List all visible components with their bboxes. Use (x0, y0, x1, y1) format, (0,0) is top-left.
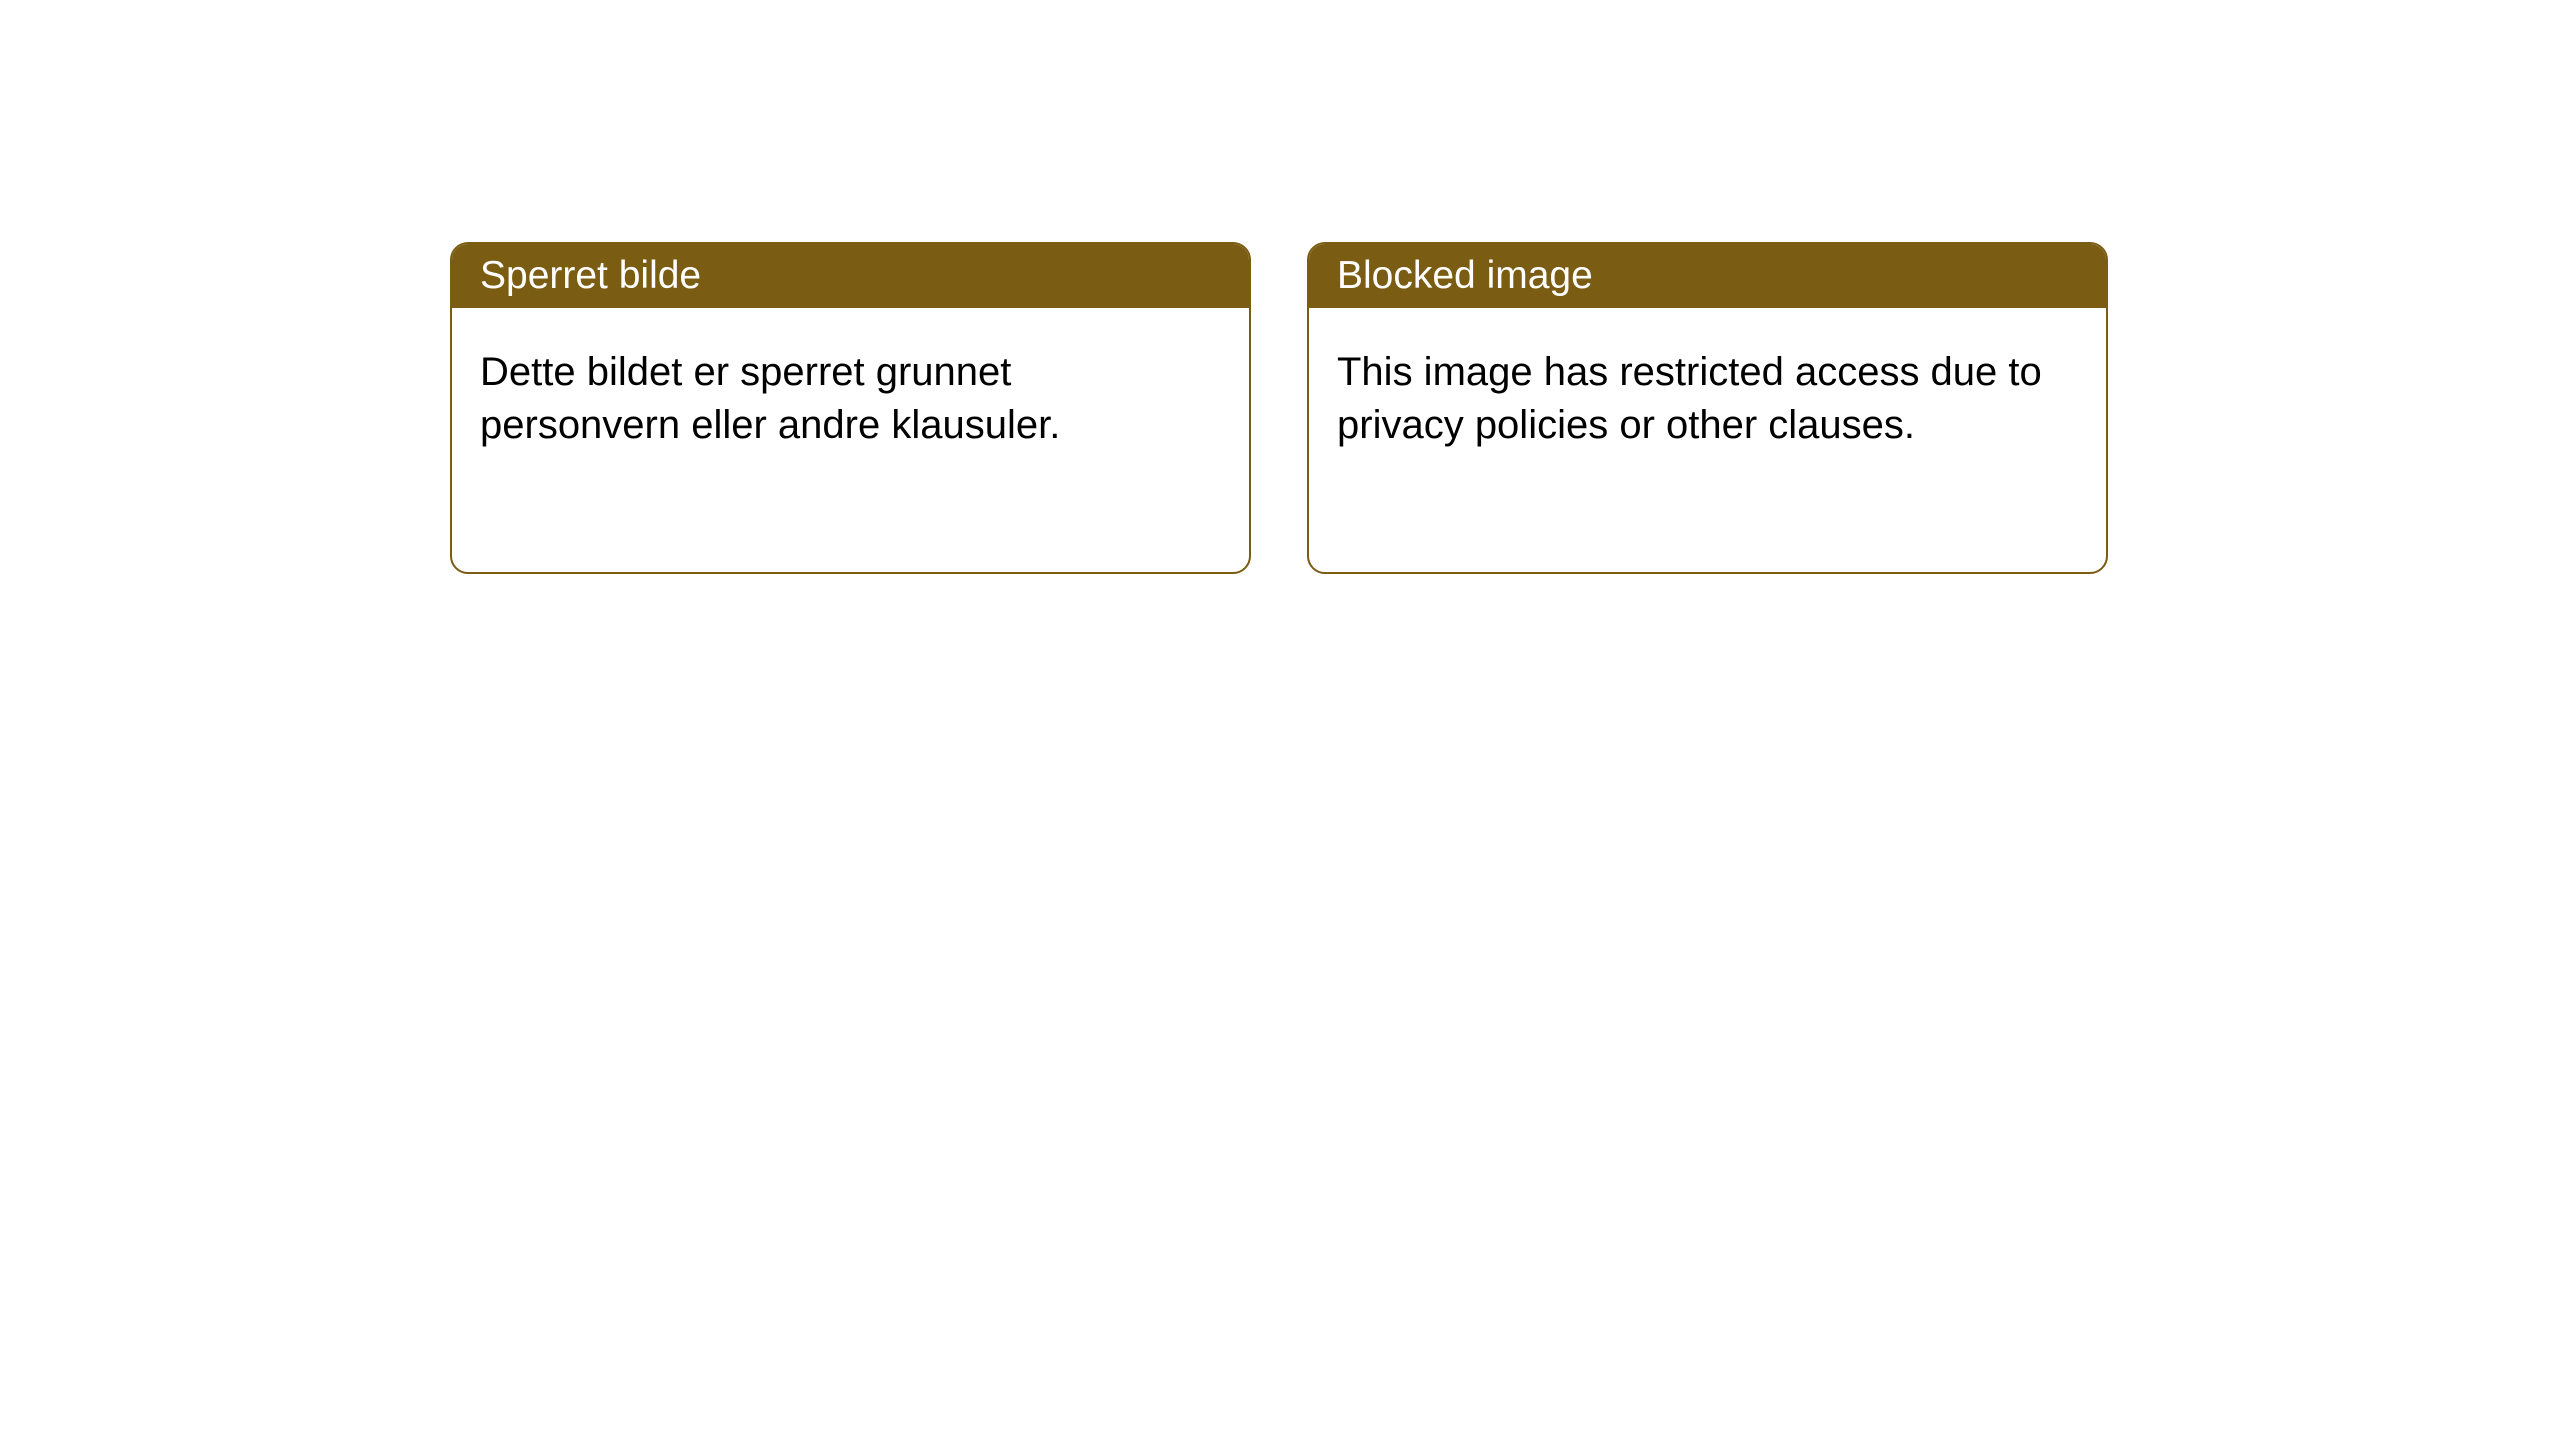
notice-container: Sperret bilde Dette bildet er sperret gr… (0, 0, 2560, 574)
notice-card-norwegian: Sperret bilde Dette bildet er sperret gr… (450, 242, 1251, 574)
notice-text-norwegian: Dette bildet er sperret grunnet personve… (480, 350, 1060, 447)
notice-header-norwegian: Sperret bilde (452, 244, 1249, 308)
notice-title-norwegian: Sperret bilde (480, 254, 701, 297)
notice-card-english: Blocked image This image has restricted … (1307, 242, 2108, 574)
notice-text-english: This image has restricted access due to … (1337, 350, 2042, 447)
notice-body-english: This image has restricted access due to … (1309, 308, 2106, 490)
notice-header-english: Blocked image (1309, 244, 2106, 308)
notice-body-norwegian: Dette bildet er sperret grunnet personve… (452, 308, 1249, 490)
notice-title-english: Blocked image (1337, 254, 1593, 297)
